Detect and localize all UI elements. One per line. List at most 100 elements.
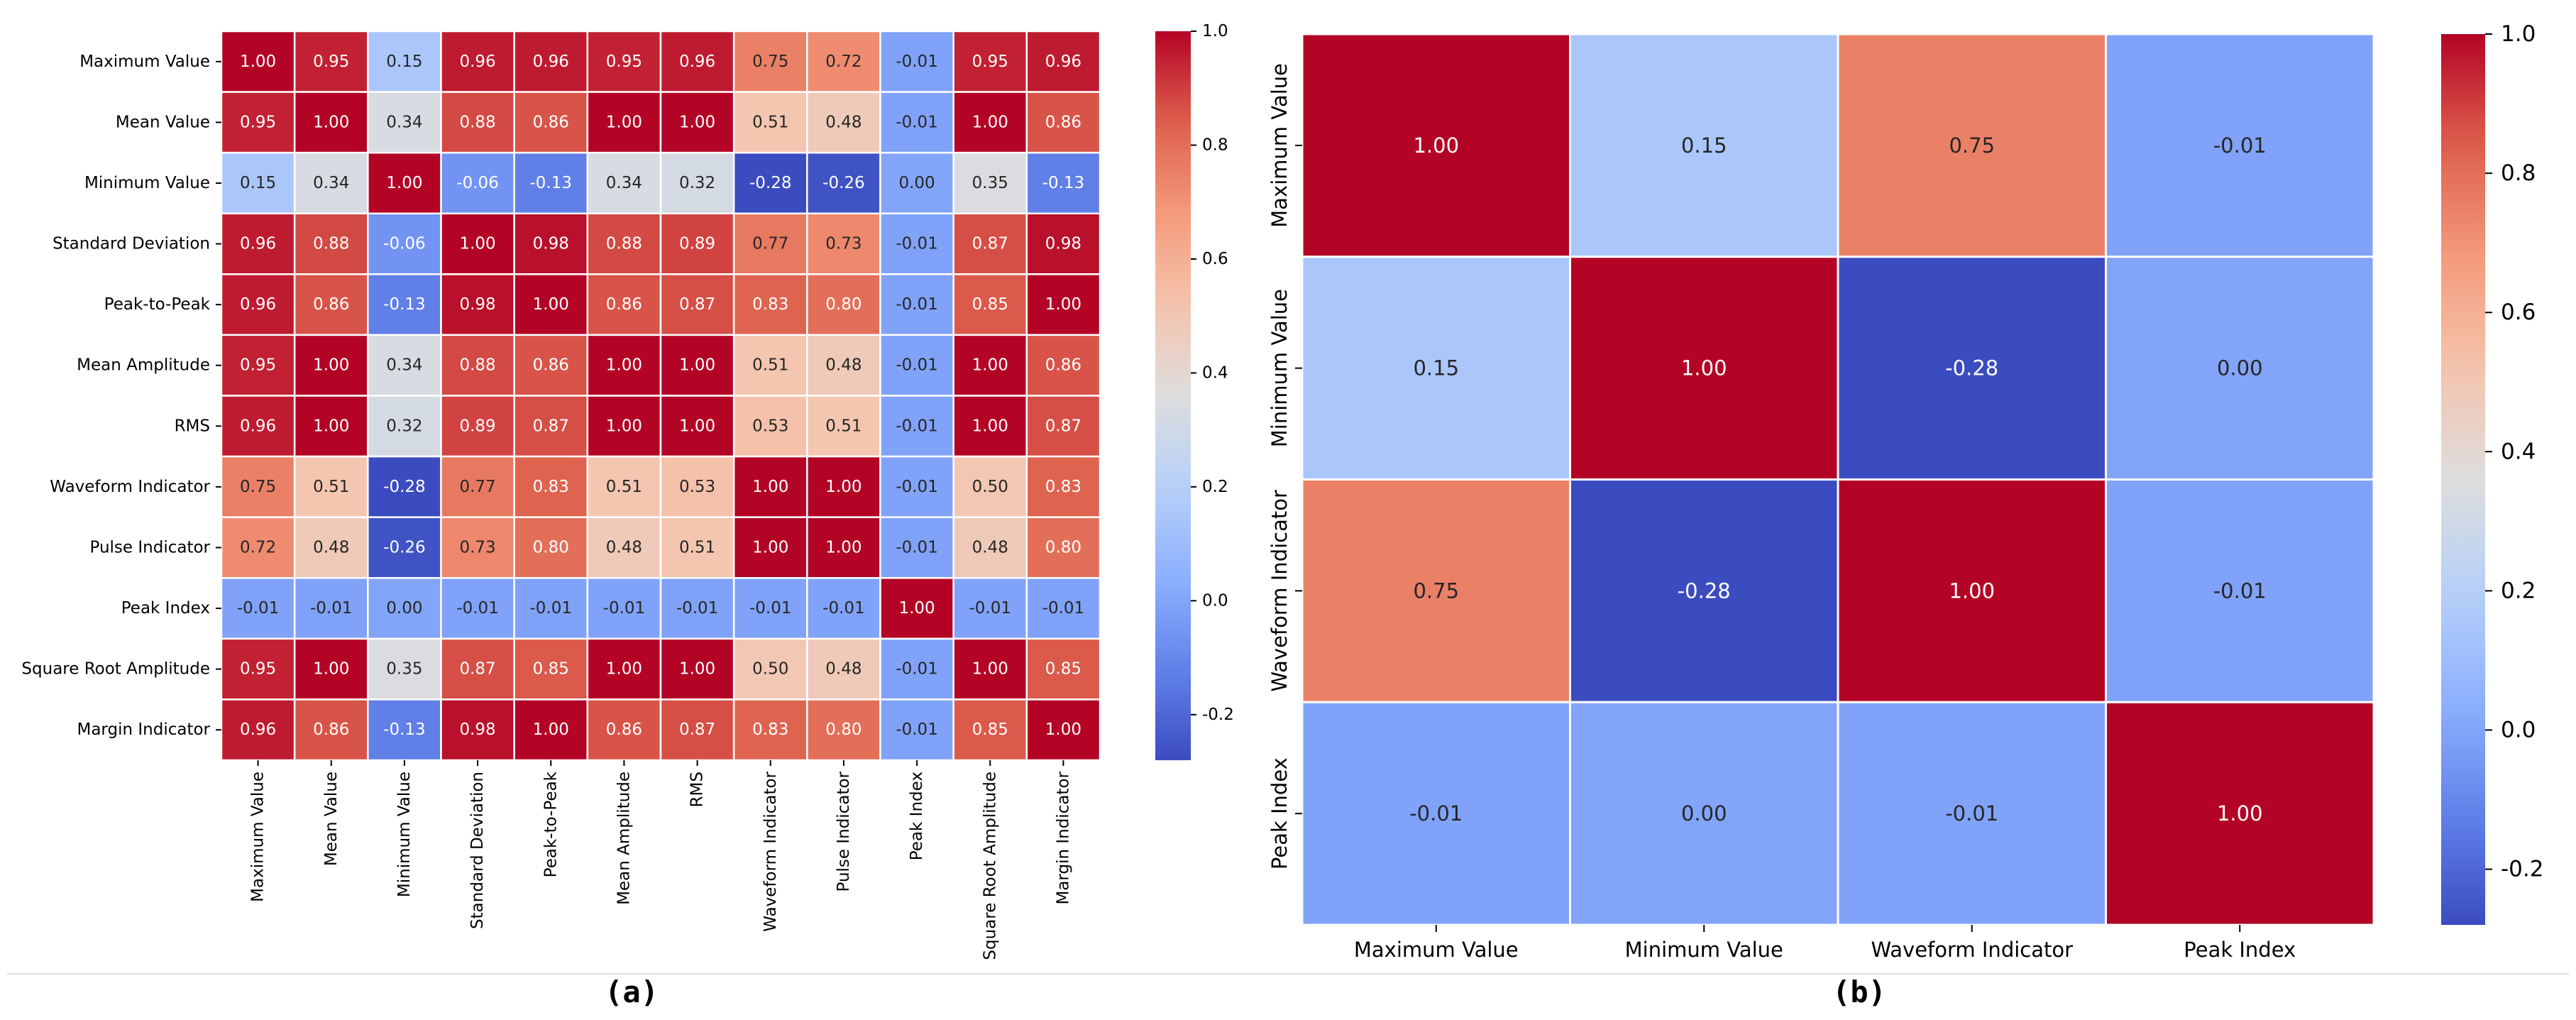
heatmap-cell (732, 516, 808, 579)
heatmap-cell (586, 30, 662, 93)
cell-value-label: 1.00 (1045, 295, 1081, 314)
cell-value-label: 0.00 (386, 599, 422, 618)
heatmap-cell (513, 273, 589, 336)
heatmap-cell (879, 334, 954, 397)
cell-value-label: 0.48 (825, 660, 862, 679)
cell-value-label: 0.34 (386, 356, 422, 375)
cell-value-label: 0.88 (606, 235, 642, 253)
cell-value-label: -0.01 (1042, 599, 1085, 618)
heatmap-panel-b: 1.00 0.15 0.75 -0.01 0.15 1.00 -0.28 0.00 0.75 -0… (1267, 21, 2544, 1009)
heatmap-cell (806, 334, 881, 397)
heatmap-cell (293, 698, 369, 762)
heatmap-cell (879, 698, 954, 762)
heatmap-cell (659, 91, 735, 154)
colorbar (2441, 34, 2485, 925)
cell-value-label: 0.00 (2217, 356, 2263, 380)
heatmap-cell (732, 334, 808, 397)
colorbar-tick-label: 0.4 (2501, 439, 2536, 464)
cell-value-label: 1.00 (606, 660, 642, 679)
heatmap-cell (659, 698, 735, 762)
heatmap-cell (293, 516, 369, 579)
panel-caption: (a) (605, 975, 659, 1009)
cell-value-label: 0.51 (752, 113, 788, 131)
cell-value-label: 1.00 (533, 720, 569, 739)
cell-value-label: 0.75 (240, 478, 276, 496)
cell-value-label: 1.00 (972, 417, 1008, 435)
cell-value-label: 0.48 (606, 538, 642, 556)
heatmap-cell (220, 334, 296, 397)
heatmap-cell (952, 577, 1028, 640)
cell-value-label: 0.48 (313, 538, 349, 556)
heatmap-cell (220, 212, 296, 275)
cell-value-label: 1.00 (898, 599, 935, 618)
heatmap-cell (586, 212, 662, 275)
heatmap-cell (586, 698, 662, 762)
cell-value-label: -0.28 (383, 478, 426, 496)
cell-value-label: 0.98 (459, 295, 495, 314)
heatmap-cell (440, 577, 515, 640)
cell-value-label: 0.73 (459, 538, 495, 556)
cell-value-label: 1.00 (972, 113, 1008, 131)
heatmap-cell (220, 637, 296, 701)
cell-value-label: -0.01 (603, 599, 646, 618)
cell-value-label: 0.95 (313, 53, 349, 71)
heatmap-cell (732, 577, 808, 640)
heatmap-cell (1301, 256, 1571, 481)
colorbar-tick-label: 0.6 (2501, 300, 2536, 325)
heatmap-cell (1025, 334, 1101, 397)
cell-value-label: -0.01 (969, 599, 1011, 618)
heatmap-cell (732, 273, 808, 336)
cell-value-label: 0.98 (459, 720, 495, 739)
cell-value-label: 1.00 (1681, 356, 1727, 380)
x-tick-label: Maximum Value (1354, 938, 1519, 962)
heatmap-cell (367, 455, 442, 518)
heatmap-cell (1837, 256, 2107, 481)
heatmap-cell (367, 516, 442, 579)
cell-value-label: -0.01 (896, 113, 938, 131)
cell-value-label: 0.95 (606, 53, 642, 71)
heatmap-cell (659, 151, 735, 215)
heatmap-cell (806, 637, 881, 701)
cell-value-label: 0.51 (825, 417, 862, 435)
y-tick-label: Waveform Indicator (50, 478, 210, 496)
cell-value-label: -0.01 (896, 295, 938, 314)
cell-value-label: 0.80 (825, 720, 862, 739)
heatmap-cell (659, 516, 735, 579)
cell-value-label: 0.75 (752, 53, 788, 71)
heatmap-cell (952, 516, 1028, 579)
cell-value-label: 0.87 (533, 417, 569, 435)
colorbar-tick-label: 0.2 (2501, 578, 2536, 603)
cell-value-label: 0.34 (386, 113, 422, 131)
heatmap-cell (220, 273, 296, 336)
heatmap-cell (1301, 33, 1571, 258)
cell-value-label: 0.89 (459, 417, 495, 435)
heatmap-panel-a: 1.00 0.95 0.15 0.96 0.96 0.95 0.96 0.75 0.72 -0.0… (21, 22, 1233, 1009)
x-tick-label: Square Root Amplitude (981, 772, 999, 960)
heatmap-cell (586, 395, 662, 458)
heatmap-cell (367, 395, 442, 458)
heatmap-cell (1301, 478, 1571, 703)
cell-value-label: 0.80 (825, 295, 862, 314)
cell-value-label: 0.87 (679, 720, 715, 739)
heatmap-cell (879, 91, 954, 154)
cell-value-label: -0.01 (749, 599, 792, 618)
cell-value-label: 0.95 (240, 113, 276, 131)
cell-value-label: 1.00 (825, 478, 862, 496)
cell-value-label: 0.51 (606, 478, 642, 496)
heatmap-cell (1837, 478, 2107, 703)
heatmap-cell (367, 151, 442, 215)
heatmap-cell (1025, 577, 1101, 640)
x-tick-label: Peak-to-Peak (541, 771, 560, 877)
heatmap-cell (952, 455, 1028, 518)
heatmap-cell (440, 455, 515, 518)
y-tick-label: Mean Value (116, 113, 210, 131)
y-tick-label: Mean Amplitude (77, 356, 210, 375)
cell-value-label: 0.48 (825, 356, 862, 375)
cell-value-label: 0.86 (1045, 356, 1081, 375)
x-tick-label: Waveform Indicator (761, 771, 780, 931)
heatmap-cell (806, 91, 881, 154)
heatmap-cell (513, 151, 589, 215)
colorbar-tick-label: 0.2 (1202, 478, 1228, 496)
cell-value-label: 0.32 (386, 417, 422, 435)
